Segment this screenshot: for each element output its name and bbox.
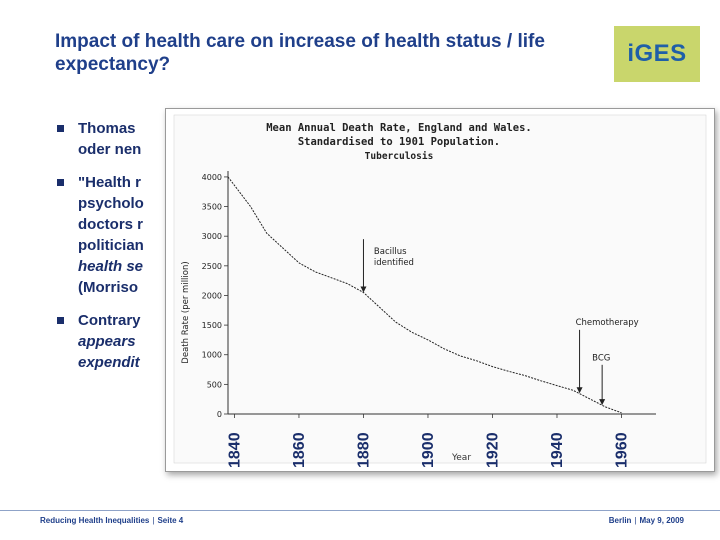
footer-divider	[0, 510, 720, 511]
footer-page-number: Seite 4	[157, 516, 184, 525]
bullet-square-icon	[57, 125, 64, 132]
chart-title: Mean Annual Death Rate, England and Wale…	[266, 122, 532, 134]
annotation-bacillus-line1: Bacillus	[374, 247, 407, 257]
y-tick-label: 3000	[202, 232, 222, 241]
x-tick-label: 1860	[291, 432, 308, 468]
bullet-square-icon	[57, 179, 64, 186]
bullet-line: politician	[78, 237, 144, 254]
y-tick-label: 500	[207, 380, 222, 389]
y-tick-label: 2000	[202, 291, 222, 300]
y-axis-label: Death Rate (per million)	[181, 261, 191, 363]
chart-subtitle: Standardised to 1901 Population.	[298, 136, 500, 148]
annotation-bcg: BCG	[592, 354, 610, 364]
bullet-line-italic: appears	[78, 333, 136, 350]
annotation-bacillus-arrowhead	[360, 286, 367, 293]
y-tick-label: 2500	[202, 262, 222, 271]
page-title: Impact of health care on increase of hea…	[55, 31, 545, 75]
footer-date: May 9, 2009	[639, 516, 684, 525]
iges-logo: iGES	[614, 26, 700, 82]
bullet-line: Thomas	[78, 120, 136, 137]
y-tick-label: 0	[217, 410, 222, 419]
chart-subtitle-disease: Tuberculosis	[365, 151, 434, 162]
annotation-chemotherapy-arrowhead	[576, 387, 583, 394]
footer-presentation-title: Reducing Health Inequalities	[40, 516, 150, 525]
y-tick-label: 1500	[202, 321, 222, 330]
bullet-item-1: Thomas oder nen	[55, 118, 195, 160]
scan-background	[173, 114, 707, 464]
footer-left: Reducing Health Inequalities | Seite 4	[40, 516, 184, 525]
x-tick-label: 1960	[613, 432, 630, 468]
bullet-list: Thomas oder nen "Health r psycholo docto…	[55, 118, 195, 385]
tuberculosis-chart-image: Mean Annual Death Rate, England and Wale…	[165, 108, 715, 472]
y-tick-label: 4000	[202, 173, 222, 182]
footer-location: Berlin	[608, 516, 632, 525]
logo-text: iGES	[627, 40, 687, 67]
bullet-item-2: "Health r psycholo doctors r politician …	[55, 172, 195, 298]
x-tick-label: 1900	[420, 432, 437, 468]
bullet-line: psycholo	[78, 195, 144, 212]
annotation-bacillus-line2: identified	[374, 258, 414, 268]
x-tick-label: 1840	[226, 432, 243, 468]
tuberculosis-death-rate-line	[227, 176, 622, 414]
annotation-chemotherapy: Chemotherapy	[576, 318, 639, 328]
bullet-line: doctors r	[78, 216, 144, 233]
bullet-line-italic: health se	[78, 258, 144, 275]
bullet-line: "Health r	[78, 174, 141, 191]
x-axis-label: Year	[451, 453, 471, 463]
x-tick-label: 1920	[484, 432, 501, 468]
y-tick-label: 3500	[202, 203, 222, 212]
bullet-line-italic: expendit	[78, 354, 140, 371]
bullet-square-icon	[57, 317, 64, 324]
footer-right: Berlin | May 9, 2009	[608, 516, 684, 525]
x-tick-label: 1880	[355, 432, 372, 468]
y-tick-label: 1000	[202, 351, 222, 360]
tuberculosis-chart: Mean Annual Death Rate, England and Wale…	[173, 114, 707, 468]
bullet-item-3: Contrary appears expendit	[55, 310, 195, 373]
bullet-line: Contrary	[78, 312, 141, 329]
bullet-line: (Morriso	[78, 279, 138, 296]
bullet-line: oder nen	[78, 141, 142, 158]
x-tick-label: 1940	[549, 432, 566, 468]
annotation-bcg-arrowhead	[599, 399, 606, 406]
